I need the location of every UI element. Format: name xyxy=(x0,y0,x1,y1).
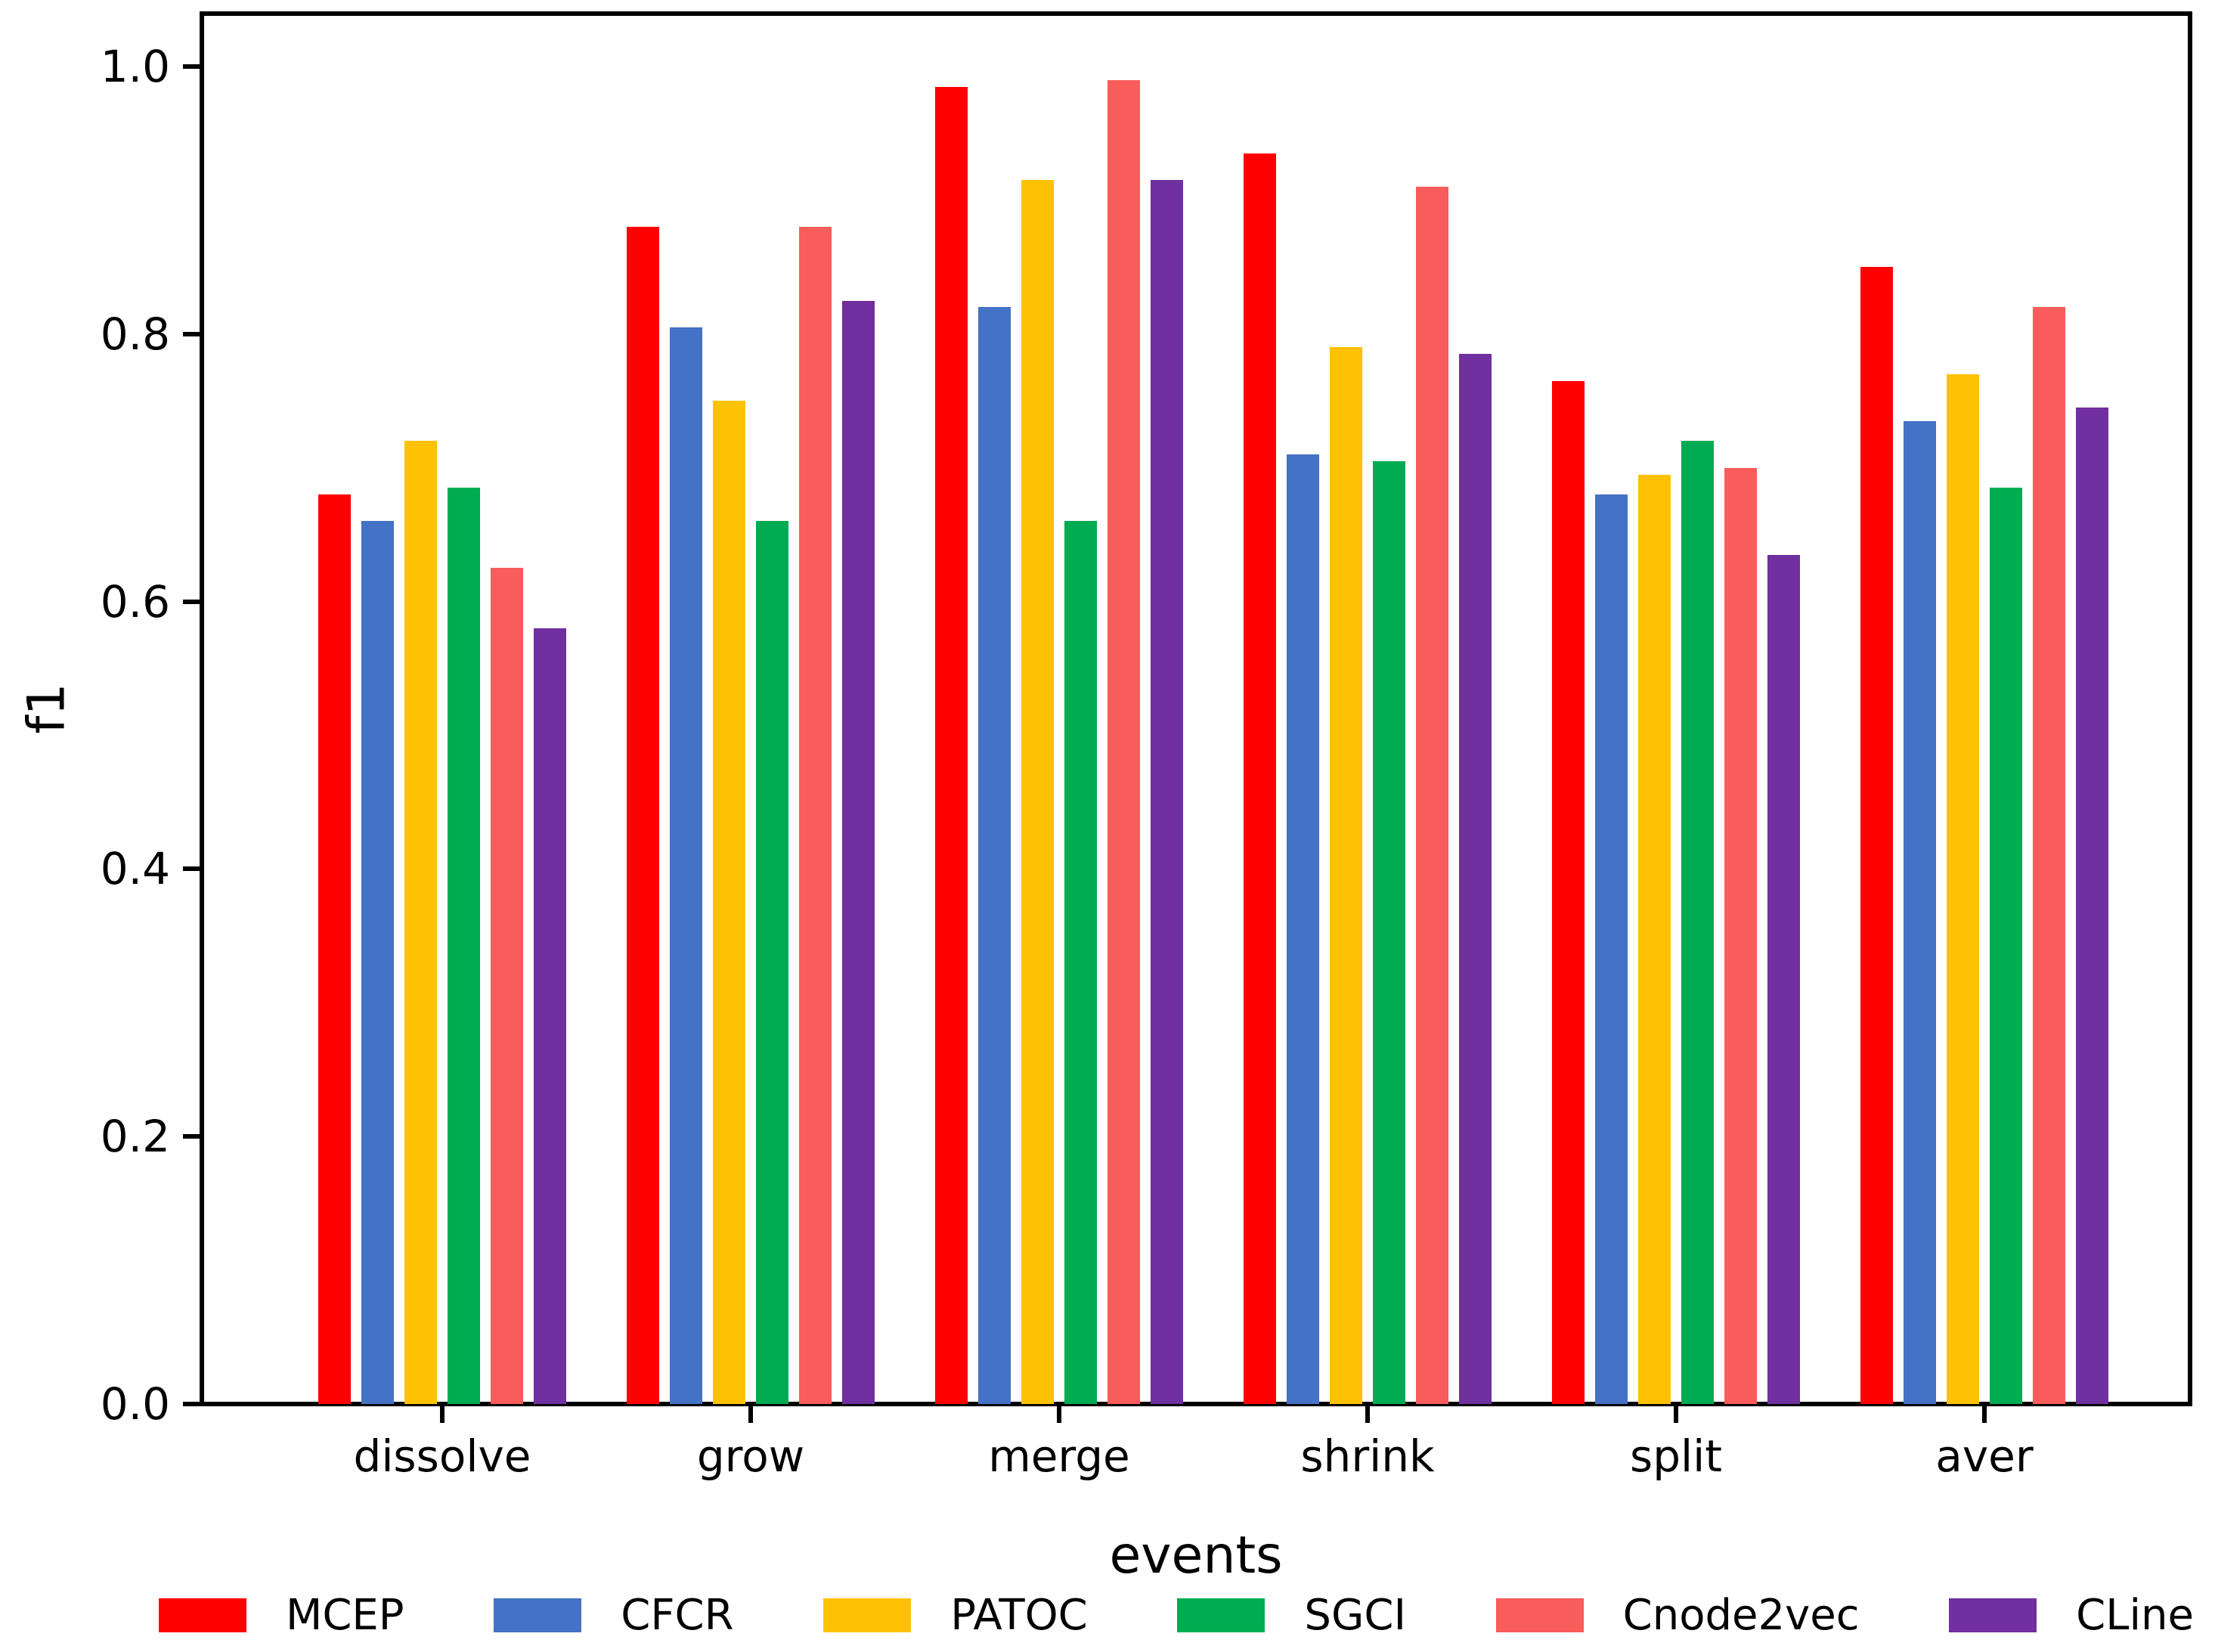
x-tick-label-merge: merge xyxy=(988,1430,1130,1482)
y-tick-label: 0.8 xyxy=(100,308,170,360)
legend: MCEP CFCR PATOC SGCI Cnode2vec CLine xyxy=(159,1590,2194,1640)
y-tick xyxy=(183,64,200,69)
y-tick xyxy=(183,1134,200,1139)
bar-SGCI-shrink xyxy=(1373,461,1405,1404)
x-tick-label-shrink: shrink xyxy=(1300,1430,1435,1482)
bar-MCEP-shrink xyxy=(1244,153,1276,1404)
bar-Cnode2vec-shrink xyxy=(1416,187,1448,1404)
bar-PATOC-merge xyxy=(1021,180,1054,1404)
legend-label: MCEP xyxy=(286,1590,404,1640)
bar-SGCI-merge xyxy=(1064,521,1097,1404)
y-tick xyxy=(183,866,200,872)
bar-Cnode2vec-dissolve xyxy=(491,568,523,1404)
bar-CLine-dissolve xyxy=(534,628,566,1404)
bar-Cnode2vec-grow xyxy=(799,227,832,1404)
bar-PATOC-split xyxy=(1638,475,1671,1404)
y-tick xyxy=(183,1402,200,1406)
bar-SGCI-aver xyxy=(1990,488,2022,1404)
x-tick-label-aver: aver xyxy=(1935,1430,2034,1482)
bar-MCEP-aver xyxy=(1860,267,1893,1404)
legend-swatch-MCEP xyxy=(159,1598,246,1632)
legend-swatch-CLine xyxy=(1949,1598,2037,1632)
bar-CFCR-split xyxy=(1595,494,1628,1404)
y-tick-label: 0.4 xyxy=(100,843,170,895)
y-tick-label: 0.0 xyxy=(100,1378,170,1430)
bar-MCEP-split xyxy=(1552,381,1585,1404)
x-tick-label-grow: grow xyxy=(696,1430,805,1482)
legend-label: SGCI xyxy=(1304,1590,1406,1640)
x-tick xyxy=(1674,1406,1678,1423)
bar-PATOC-aver xyxy=(1947,374,1979,1404)
x-tick xyxy=(440,1406,445,1423)
bar-Cnode2vec-split xyxy=(1724,468,1757,1404)
bar-CLine-merge xyxy=(1151,180,1183,1404)
legend-swatch-PATOC xyxy=(823,1598,912,1632)
legend-label: CFCR xyxy=(621,1590,734,1640)
bar-SGCI-split xyxy=(1681,441,1714,1404)
bar-CFCR-aver xyxy=(1904,421,1936,1404)
legend-item-Cnode2vec: Cnode2vec xyxy=(1495,1590,1860,1640)
x-tick xyxy=(1982,1406,1987,1423)
x-tick-label-split: split xyxy=(1629,1430,1722,1482)
bar-CLine-aver xyxy=(2076,408,2108,1404)
x-tick xyxy=(1057,1406,1061,1423)
bar-CFCR-merge xyxy=(978,307,1011,1404)
legend-label: PATOC xyxy=(950,1590,1088,1640)
legend-item-SGCI: SGCI xyxy=(1177,1591,1406,1640)
y-tick xyxy=(183,599,200,604)
bar-CFCR-shrink xyxy=(1287,454,1319,1404)
bar-Cnode2vec-merge xyxy=(1108,80,1140,1404)
legend-label: Cnode2vec xyxy=(1622,1590,1860,1640)
y-axis-label: f1 xyxy=(17,683,77,734)
legend-label: CLine xyxy=(2076,1590,2194,1640)
bar-CLine-split xyxy=(1767,555,1800,1404)
y-tick-label: 0.6 xyxy=(100,575,170,628)
bar-CFCR-grow xyxy=(670,327,702,1404)
legend-swatch-CFCR xyxy=(494,1598,582,1632)
legend-swatch-Cnode2vec xyxy=(1495,1598,1584,1632)
bar-Cnode2vec-aver xyxy=(2033,307,2065,1404)
bar-PATOC-shrink xyxy=(1330,347,1362,1404)
legend-item-MCEP: MCEP xyxy=(159,1591,404,1640)
bar-SGCI-dissolve xyxy=(448,488,480,1404)
bar-PATOC-dissolve xyxy=(404,441,437,1404)
x-tick xyxy=(1365,1406,1370,1423)
bar-MCEP-dissolve xyxy=(318,494,351,1404)
bar-SGCI-grow xyxy=(756,521,788,1404)
legend-item-CLine: CLine xyxy=(1949,1591,2194,1640)
y-tick xyxy=(183,331,200,336)
bar-MCEP-merge xyxy=(935,87,968,1404)
bar-CFCR-dissolve xyxy=(361,521,394,1404)
x-axis-label: events xyxy=(1109,1526,1283,1585)
bar-CLine-shrink xyxy=(1459,354,1492,1404)
bar-PATOC-grow xyxy=(713,401,745,1404)
y-tick-label: 0.2 xyxy=(100,1111,170,1163)
legend-item-PATOC: PATOC xyxy=(823,1591,1088,1640)
x-tick xyxy=(748,1406,753,1423)
bar-MCEP-grow xyxy=(627,227,659,1404)
left-spine xyxy=(200,11,204,1406)
legend-item-CFCR: CFCR xyxy=(494,1590,734,1640)
x-tick-label-dissolve: dissolve xyxy=(353,1430,531,1482)
y-tick-label: 1.0 xyxy=(100,41,170,92)
bottom-spine xyxy=(200,1402,2192,1406)
top-spine xyxy=(200,11,2192,16)
legend-swatch-SGCI xyxy=(1177,1598,1265,1632)
bar-CLine-grow xyxy=(842,301,875,1404)
right-spine xyxy=(2188,11,2192,1406)
